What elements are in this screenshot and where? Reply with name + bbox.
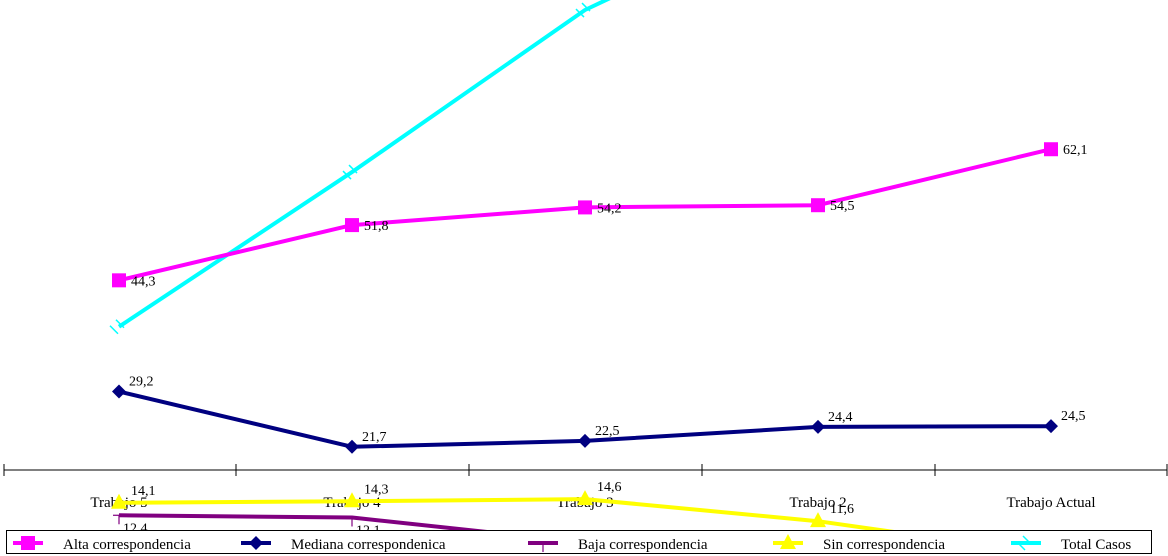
data-label: 12,1 xyxy=(356,523,381,530)
data-label: 14,6 xyxy=(597,480,622,495)
series-total-casos xyxy=(109,0,611,335)
data-point xyxy=(111,493,127,509)
data-label: 24,5 xyxy=(1061,409,1086,424)
data-point xyxy=(342,164,358,180)
legend-item-sin-correspondencia: Sin correspondencia xyxy=(773,534,945,553)
legend-label: Alta correspondencia xyxy=(63,537,191,553)
series-line xyxy=(118,147,1052,283)
data-label: 11,6 xyxy=(830,502,854,517)
legend-marker xyxy=(780,534,796,549)
data-label: 14,3 xyxy=(364,482,389,497)
data-label: 22,5 xyxy=(595,424,620,439)
data-point xyxy=(810,512,826,528)
data-point xyxy=(112,384,126,399)
legend-label: Mediana correspondenica xyxy=(291,537,446,553)
x-tick-label: Trabajo Actual xyxy=(1006,495,1095,511)
data-point xyxy=(344,492,360,508)
legend-marker xyxy=(21,536,35,550)
legend-item-total-casos: Total Casos xyxy=(1011,535,1131,553)
data-label: 54,5 xyxy=(830,199,855,214)
series-line xyxy=(118,513,488,530)
data-point xyxy=(578,200,592,215)
data-label: 51,8 xyxy=(364,219,389,234)
series-mediana-correspondenica xyxy=(112,384,1058,454)
data-label: 24,4 xyxy=(828,410,853,425)
data-point xyxy=(1044,419,1058,434)
chart-legend: Alta correspondencia Mediana corresponden… xyxy=(6,530,1152,554)
data-point xyxy=(811,419,825,434)
legend-marker xyxy=(1016,535,1032,551)
legend-label: Baja correspondencia xyxy=(578,537,708,553)
data-point xyxy=(346,516,358,527)
data-point xyxy=(345,218,359,233)
legend-item-mediana-correspondenica: Mediana correspondenica xyxy=(241,536,446,553)
data-point xyxy=(578,433,592,448)
data-point xyxy=(575,2,591,18)
series-line xyxy=(117,0,611,329)
data-label: 12,4 xyxy=(123,521,148,530)
series-sin-correspondencia xyxy=(111,490,895,530)
legend-label: Total Casos xyxy=(1061,537,1131,553)
legend-item-alta-correspondencia: Alta correspondencia xyxy=(13,536,191,553)
data-point xyxy=(811,198,825,213)
legend-marker xyxy=(537,542,549,552)
data-point xyxy=(109,319,125,335)
data-point xyxy=(112,273,126,288)
series-alta-correspondencia xyxy=(112,142,1058,288)
data-label: 44,3 xyxy=(131,274,156,289)
legend-label: Sin correspondencia xyxy=(823,537,945,553)
legend-marker xyxy=(249,536,263,550)
series-baja-correspondencia xyxy=(113,513,488,530)
data-point xyxy=(113,514,125,525)
data-point xyxy=(1044,142,1058,157)
data-label: 62,1 xyxy=(1063,143,1088,158)
data-label: 29,2 xyxy=(129,375,154,390)
data-label: 21,7 xyxy=(362,430,387,445)
data-label: 14,1 xyxy=(131,484,156,499)
data-point xyxy=(577,490,593,506)
x-tick-label: Trabajo 2 xyxy=(789,495,846,511)
data-label: 54,2 xyxy=(597,201,622,216)
data-point xyxy=(345,439,359,454)
legend-item-baja-correspondencia: Baja correspondencia xyxy=(528,537,708,553)
